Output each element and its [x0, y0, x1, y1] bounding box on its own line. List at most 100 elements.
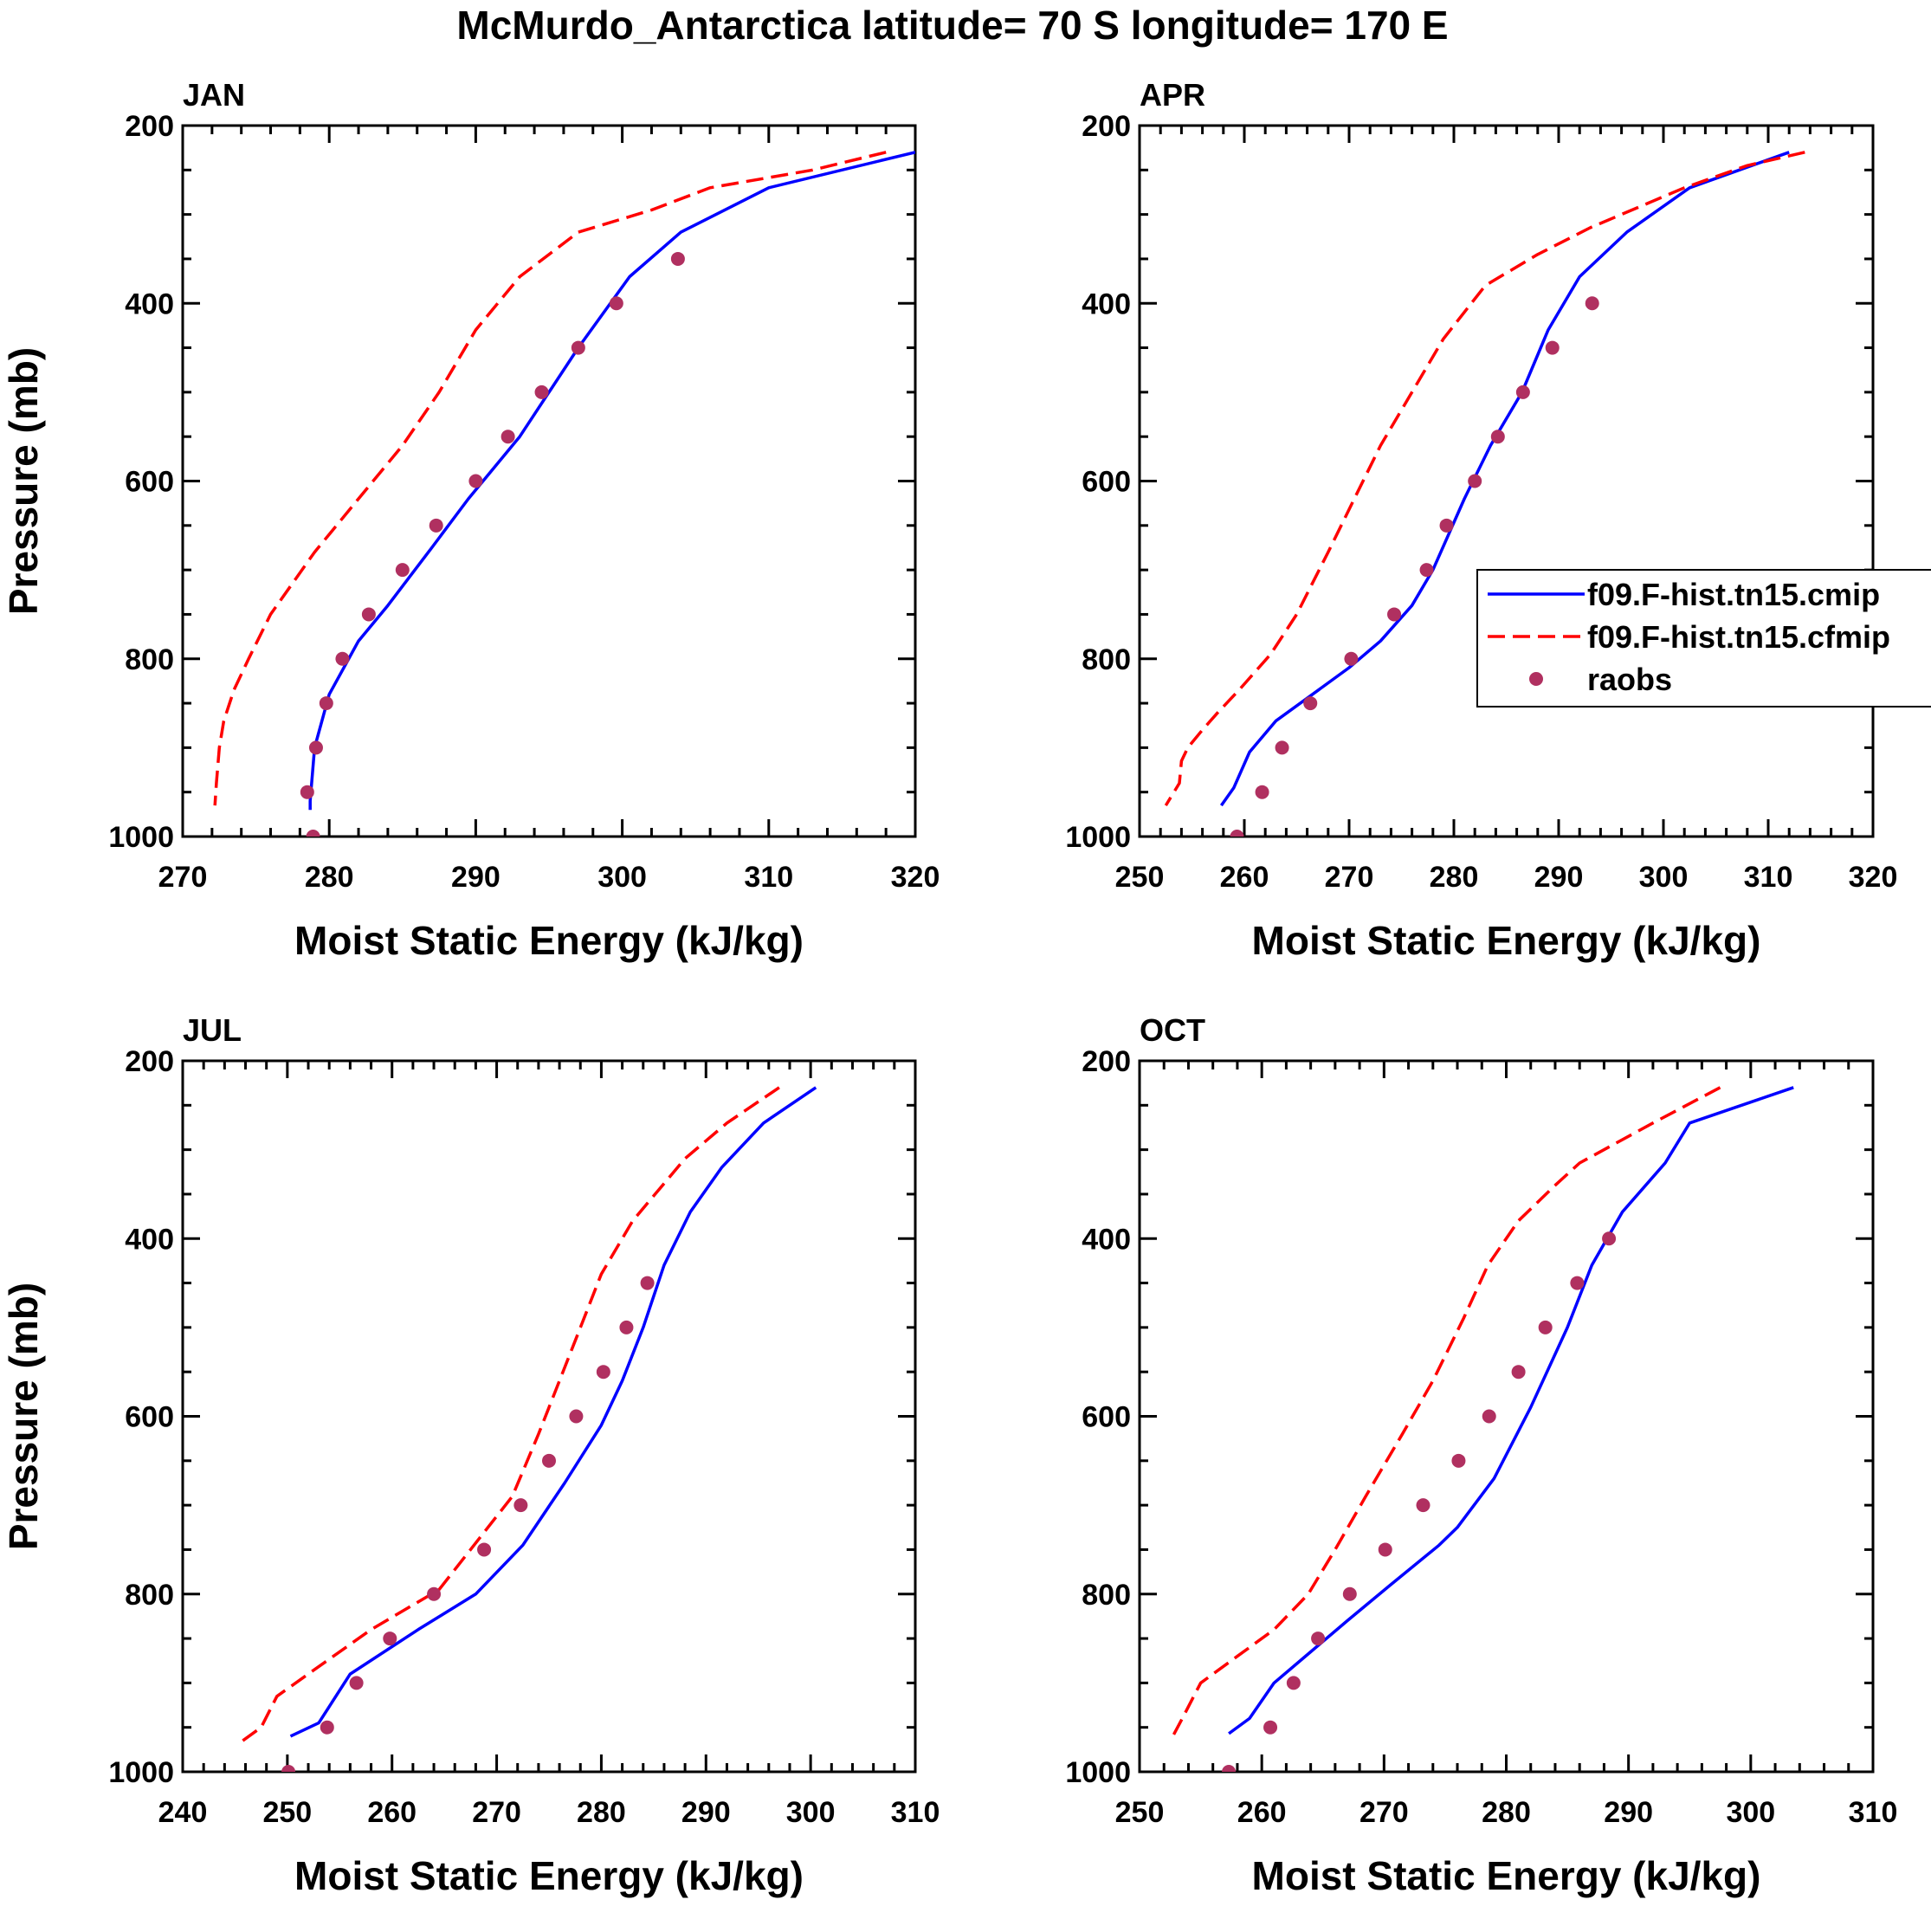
series-group	[1164, 151, 1805, 837]
raobs-point	[596, 1365, 610, 1380]
x-tick-label: 260	[1237, 1796, 1287, 1829]
x-tick-label: 250	[262, 1796, 312, 1829]
raobs-point	[1482, 1409, 1496, 1424]
x-tick-label: 290	[451, 861, 501, 894]
raobs-point	[383, 1632, 397, 1646]
cfmip-line	[239, 1086, 780, 1744]
y-tick-label: 200	[1082, 1045, 1131, 1078]
x-tick-label: 300	[597, 861, 647, 894]
x-tick-label: 310	[1849, 1796, 1898, 1829]
raobs-point	[1439, 518, 1454, 533]
panel-title: OCT	[1140, 1012, 1205, 1048]
raobs-point	[1342, 1586, 1357, 1601]
x-tick-label: 240	[158, 1796, 208, 1829]
y-axis-label: Pressure (mb)	[1, 347, 46, 615]
panel-title: JUL	[183, 1012, 242, 1048]
y-tick-label: 1000	[108, 821, 174, 854]
raobs-point	[319, 696, 333, 711]
raobs-point	[308, 740, 323, 755]
x-axis-label: Moist Static Energy (kJ/kg)	[1252, 1853, 1761, 1898]
raobs-point	[1303, 696, 1318, 711]
raobs-point	[1286, 1676, 1301, 1690]
legend-label: f09.F-hist.tn15.cmip	[1587, 577, 1880, 612]
cfmip-line	[1164, 151, 1805, 807]
x-tick-label: 250	[1115, 861, 1165, 894]
raobs-point	[1311, 1632, 1326, 1646]
x-tick-label: 300	[1726, 1796, 1775, 1829]
x-tick-label: 290	[1604, 1796, 1653, 1829]
legend-label: f09.F-hist.tn15.cfmip	[1587, 619, 1890, 655]
raobs-point	[513, 1498, 528, 1513]
y-tick-label: 200	[125, 110, 174, 143]
cmip-line	[289, 1086, 817, 1738]
raobs-point	[1419, 563, 1434, 578]
raobs-point	[1222, 1765, 1237, 1772]
y-tick-label: 600	[1082, 466, 1131, 499]
x-tick-label: 310	[1744, 861, 1793, 894]
x-axis-label: Moist Static Energy (kJ/kg)	[294, 1853, 804, 1898]
raobs-point	[1570, 1276, 1585, 1290]
raobs-point	[569, 1409, 584, 1424]
x-axis-label: Moist Static Energy (kJ/kg)	[1252, 918, 1761, 963]
raobs-point	[300, 785, 314, 799]
legend: f09.F-hist.tn15.cmip f09.F-hist.tn15.cfmi…	[1476, 569, 1931, 708]
raobs-point	[1468, 474, 1482, 488]
raobs-point	[571, 340, 585, 355]
raobs-point	[1230, 830, 1244, 837]
x-tick-label: 280	[1430, 861, 1479, 894]
x-tick-label: 270	[1359, 1796, 1409, 1829]
raobs-point	[306, 830, 320, 837]
raobs-point	[429, 518, 443, 533]
legend-marker-raobs	[1529, 672, 1543, 686]
raobs-point	[1545, 340, 1560, 355]
panel-apr: APR 250 260 270 280 290 300 310 320 200 400 600 800 1…	[1065, 77, 1897, 963]
y-tick-label: 600	[125, 1401, 174, 1434]
raobs-point	[501, 430, 515, 444]
x-tick-label: 270	[158, 861, 208, 894]
series-group	[213, 151, 915, 837]
raobs-point	[1416, 1498, 1430, 1513]
raobs-point	[1275, 740, 1289, 755]
y-tick-label: 600	[1082, 1401, 1131, 1434]
legend-label: raobs	[1587, 662, 1672, 697]
x-tick-label: 290	[681, 1796, 731, 1829]
panel-jan: JAN 270 280 290 300 310 320 200 400 600 800 1000 Moi…	[1, 77, 940, 963]
x-tick-label: 250	[1115, 1796, 1165, 1829]
cfmip-line	[213, 151, 887, 806]
x-tick-label: 270	[1325, 861, 1374, 894]
raobs-point	[1255, 785, 1269, 799]
y-tick-label: 800	[1082, 643, 1131, 676]
x-tick-label: 290	[1534, 861, 1584, 894]
x-tick-label: 270	[472, 1796, 521, 1829]
x-tick-label: 310	[891, 1796, 940, 1829]
y-tick-label: 200	[1082, 110, 1131, 143]
plot-frame	[1138, 124, 1875, 838]
raobs-point	[1451, 1453, 1466, 1468]
raobs-point	[349, 1676, 364, 1690]
cmip-line	[1228, 1086, 1794, 1735]
raobs-point	[281, 1765, 296, 1772]
raobs-point	[1511, 1365, 1526, 1380]
raobs-point	[1538, 1320, 1553, 1334]
raobs-point	[427, 1586, 442, 1601]
plot-frame	[181, 124, 917, 838]
x-tick-label: 280	[1482, 1796, 1531, 1829]
x-tick-label: 260	[367, 1796, 417, 1829]
panel-title: JAN	[183, 77, 245, 113]
raobs-point	[1344, 651, 1359, 666]
raobs-point	[1585, 296, 1599, 311]
raobs-point	[1263, 1720, 1278, 1735]
series-group	[239, 1086, 817, 1772]
x-tick-label: 320	[891, 861, 940, 894]
raobs-point	[670, 251, 685, 266]
raobs-point	[361, 607, 376, 622]
y-tick-label: 1000	[1065, 1756, 1131, 1789]
panels: JAN 270 280 290 300 310 320 200 400 600 800 1000 Moi…	[1, 77, 1897, 1898]
x-tick-label: 280	[577, 1796, 626, 1829]
raobs-point	[1490, 430, 1505, 444]
y-tick-label: 400	[125, 288, 174, 320]
y-tick-label: 800	[125, 1579, 174, 1612]
panel-oct: OCT 250 260 270 280 290 300 310 200 400 600 800 1000…	[1065, 1012, 1897, 1898]
raobs-point	[619, 1320, 634, 1334]
